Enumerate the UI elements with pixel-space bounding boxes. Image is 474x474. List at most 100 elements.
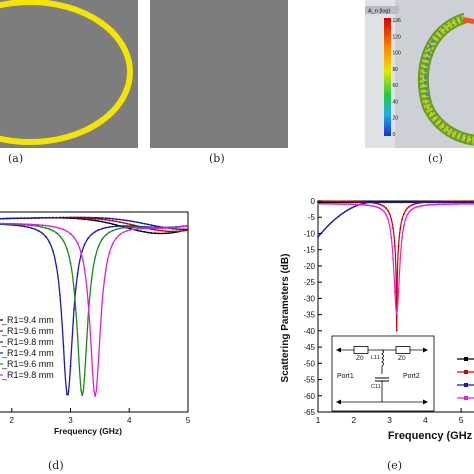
chart-d-point [37, 224, 40, 226]
chart-e-point [347, 203, 350, 206]
chart-e-point [335, 200, 337, 203]
chart-e-point [442, 203, 445, 206]
chart-e-point [377, 206, 380, 209]
chart-e-point [404, 209, 407, 212]
chart-e-point [429, 201, 432, 203]
chart-d-point [119, 221, 121, 223]
chart-e-point [358, 203, 360, 206]
chart-e-point [454, 201, 457, 203]
chart-e-point [329, 222, 332, 225]
chart-d-point [101, 217, 104, 219]
chart-d-point [59, 216, 61, 219]
chart-e-point [381, 201, 384, 203]
chart-d-point [175, 230, 178, 233]
chart-d-point [122, 231, 125, 234]
chart-e-point [349, 207, 352, 210]
chart-e-point [462, 201, 464, 203]
chart-d-point [20, 217, 23, 220]
chart-e-point [324, 200, 327, 203]
chart-e-point [352, 203, 355, 206]
chart-d-xtick: 3 [68, 416, 73, 425]
chart-d-point [16, 217, 19, 220]
chart-e-point [424, 204, 427, 207]
chart-e-point [340, 200, 343, 203]
chart-e-point [429, 203, 432, 206]
chart-d-point [90, 233, 93, 236]
chart-d-point [164, 232, 167, 235]
chart-d-point [182, 229, 185, 232]
chart-e-point [451, 203, 454, 205]
chart-e-point [403, 213, 405, 215]
chart-e-point [420, 204, 423, 207]
chart-d-point [87, 216, 89, 219]
chart-d-point [126, 225, 128, 227]
chart-d-point [48, 216, 51, 219]
chart-e-frame [317, 200, 474, 413]
chart-e-point [390, 236, 393, 239]
chart-d-point [0, 217, 1, 220]
chart-d-point [104, 226, 107, 229]
chart-d-point [16, 223, 19, 225]
chart-d-point [66, 393, 68, 396]
chart-e-point [435, 201, 437, 203]
chart-e-point [356, 203, 359, 206]
chart-e-point [320, 202, 323, 205]
chart-d-point [122, 225, 125, 227]
chart-e-point [322, 200, 325, 203]
chart-d-point [126, 219, 128, 222]
chart-e-ytick: -50 [303, 359, 315, 368]
chart-e-point [354, 205, 357, 207]
chart-d-point [143, 222, 146, 225]
chart-e-point [392, 257, 394, 260]
chart-d-point [115, 237, 118, 239]
panel-label-a: (a) [8, 152, 24, 165]
chart-e-point [342, 203, 344, 205]
chart-e-point [327, 200, 330, 203]
chart-d-point [30, 223, 33, 226]
chart-e-point [379, 201, 382, 203]
chart-e-legend-marker [464, 383, 468, 387]
chart-d-xtick: 5 [186, 416, 191, 425]
chart-e-point [351, 206, 353, 209]
chart-e-ytick: -30 [303, 294, 315, 303]
chart-e-point [426, 204, 428, 206]
chart-d-point [104, 269, 107, 271]
chart-e-point [318, 234, 321, 236]
chart-d-point [101, 238, 104, 241]
chart-d-point [83, 243, 86, 246]
chart-e-point [340, 213, 343, 216]
chart-e-point [397, 291, 400, 293]
chart-e-xtick: 3 [387, 415, 392, 425]
chart-e-point [408, 201, 411, 203]
chart-d-point [122, 219, 125, 221]
chart-d-point [41, 226, 44, 228]
chart-d-point [150, 224, 153, 227]
chart-e-point [322, 203, 325, 205]
chart-d-point [69, 216, 72, 219]
chart-e-point [317, 236, 319, 238]
colorbar-tick: 60 [393, 83, 399, 89]
chart-d-legend-entry: _R1=9.8 mm [1, 370, 54, 380]
chart-d-point [83, 374, 86, 377]
chart-d-point [115, 220, 118, 223]
chart-e-point [383, 205, 386, 208]
chart-d-point [140, 227, 142, 230]
chart-d-point [41, 232, 44, 235]
chart-d-point [94, 395, 97, 397]
chart-d-point [34, 217, 37, 219]
chart-e-point [369, 201, 371, 204]
chart-e-point [470, 202, 473, 205]
chart-e-point [365, 201, 368, 204]
chart-d-point [168, 232, 171, 234]
chart-d-point [9, 217, 12, 220]
chart-d-point [20, 223, 23, 225]
chart-d-point [111, 219, 114, 222]
chart-d-point [73, 308, 75, 311]
chart-d-point [122, 227, 125, 229]
chart-d-point [37, 230, 40, 232]
chart-e-point [345, 209, 348, 212]
chart-d-point [23, 225, 26, 228]
chart-d-point [150, 227, 153, 230]
chart-d-point [104, 218, 107, 221]
chart-d-point [129, 229, 132, 231]
